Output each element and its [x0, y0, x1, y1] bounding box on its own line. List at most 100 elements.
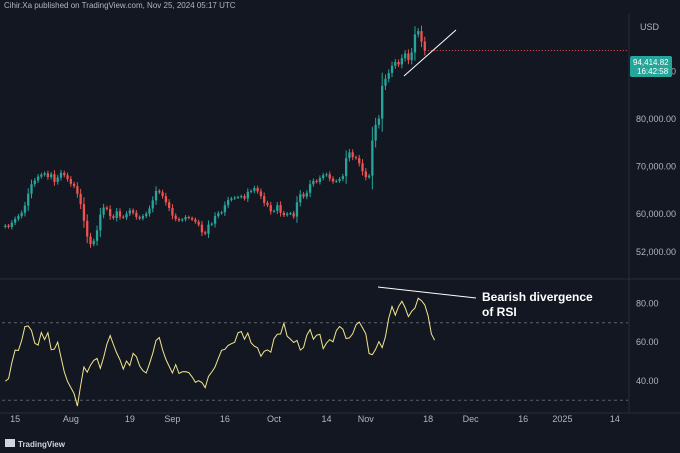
candle — [36, 174, 40, 184]
candle — [410, 48, 413, 65]
price-tick-label: 52,000.00 — [636, 247, 676, 257]
candle — [364, 168, 367, 181]
candle-body — [23, 205, 27, 213]
candle-body — [410, 52, 413, 61]
candle — [164, 192, 168, 206]
candle — [390, 61, 394, 78]
x-tick-label: 18 — [423, 414, 433, 424]
candle-body — [174, 215, 177, 219]
candle-body — [302, 194, 305, 197]
candle — [417, 28, 420, 38]
candle-body — [141, 216, 145, 219]
candle-body — [292, 213, 295, 217]
candle — [122, 215, 125, 219]
annotation-line2: of RSI — [482, 305, 517, 319]
candle-body — [226, 199, 230, 206]
candle — [50, 171, 53, 180]
candle — [400, 54, 404, 69]
x-tick-label: Oct — [267, 414, 282, 424]
candle-body — [154, 190, 158, 201]
candle — [381, 72, 384, 132]
candle-body — [420, 31, 423, 42]
candle — [246, 188, 249, 203]
candle-body — [361, 163, 364, 172]
candle — [403, 50, 407, 62]
candle — [223, 201, 227, 216]
candle — [69, 176, 72, 187]
candle — [4, 224, 7, 229]
candle — [105, 205, 109, 211]
x-tick-label: Aug — [63, 414, 79, 424]
tradingview-logo[interactable]: TradingView — [5, 439, 66, 449]
candle-body — [207, 224, 210, 234]
candle — [56, 174, 59, 185]
candle-body — [99, 214, 102, 231]
candle — [230, 196, 233, 202]
rsi-trendline — [377, 286, 477, 299]
candle-body — [190, 217, 194, 220]
price-badge-countdown: 16:42:58 — [637, 67, 669, 76]
candle-body — [417, 31, 420, 35]
candle-body — [151, 200, 154, 209]
candle — [135, 210, 138, 220]
candle-body — [184, 217, 187, 220]
candle — [207, 220, 210, 238]
candle-body — [43, 173, 46, 175]
candle — [102, 203, 105, 219]
candle — [181, 217, 184, 222]
candle — [318, 175, 322, 185]
candle-body — [223, 205, 227, 213]
candle — [128, 208, 131, 217]
x-tick-label: 2025 — [552, 414, 572, 424]
candle-body — [266, 202, 269, 206]
candle-body — [423, 41, 426, 51]
candle-body — [102, 207, 105, 215]
candle — [171, 204, 174, 220]
candle — [328, 171, 331, 182]
candle-body — [256, 188, 259, 192]
candle-body — [197, 221, 200, 225]
x-tick-label: Nov — [358, 414, 375, 424]
candle — [112, 214, 115, 220]
candle-body — [200, 224, 204, 233]
candle-body — [13, 218, 17, 223]
price-tick-label: 60,000.00 — [636, 209, 676, 219]
x-tick-label: 14 — [610, 414, 620, 424]
candle — [295, 196, 299, 223]
candle — [361, 159, 364, 176]
candle-body — [161, 192, 164, 197]
candle — [63, 170, 66, 178]
candle — [92, 238, 95, 247]
candle-body — [374, 124, 377, 141]
publish-note: Cihir.Xa published on TradingView.com, N… — [4, 1, 236, 10]
candle — [249, 189, 253, 194]
candle — [95, 225, 99, 246]
candle-body — [351, 152, 354, 158]
grid — [0, 14, 680, 414]
candle — [367, 173, 371, 179]
candle — [194, 217, 197, 224]
candle — [374, 117, 377, 148]
candle-body — [131, 210, 135, 213]
candle — [335, 179, 338, 183]
candle — [30, 179, 33, 199]
candle-body — [387, 72, 390, 79]
candle-body — [341, 176, 345, 180]
candle-body — [358, 158, 361, 164]
candle — [17, 213, 20, 222]
candle — [23, 201, 27, 217]
candle-body — [344, 158, 348, 177]
rsi-tick-label: 80.00 — [636, 298, 659, 308]
candle — [138, 215, 141, 221]
candle — [358, 154, 361, 167]
candle — [331, 176, 335, 184]
candle-body — [63, 172, 66, 176]
candle-body — [325, 174, 328, 176]
candle-body — [148, 208, 151, 214]
candle-body — [305, 192, 308, 197]
rsi-tick-label: 40.00 — [636, 376, 659, 386]
candle-body — [105, 207, 109, 209]
candle-body — [289, 213, 292, 215]
